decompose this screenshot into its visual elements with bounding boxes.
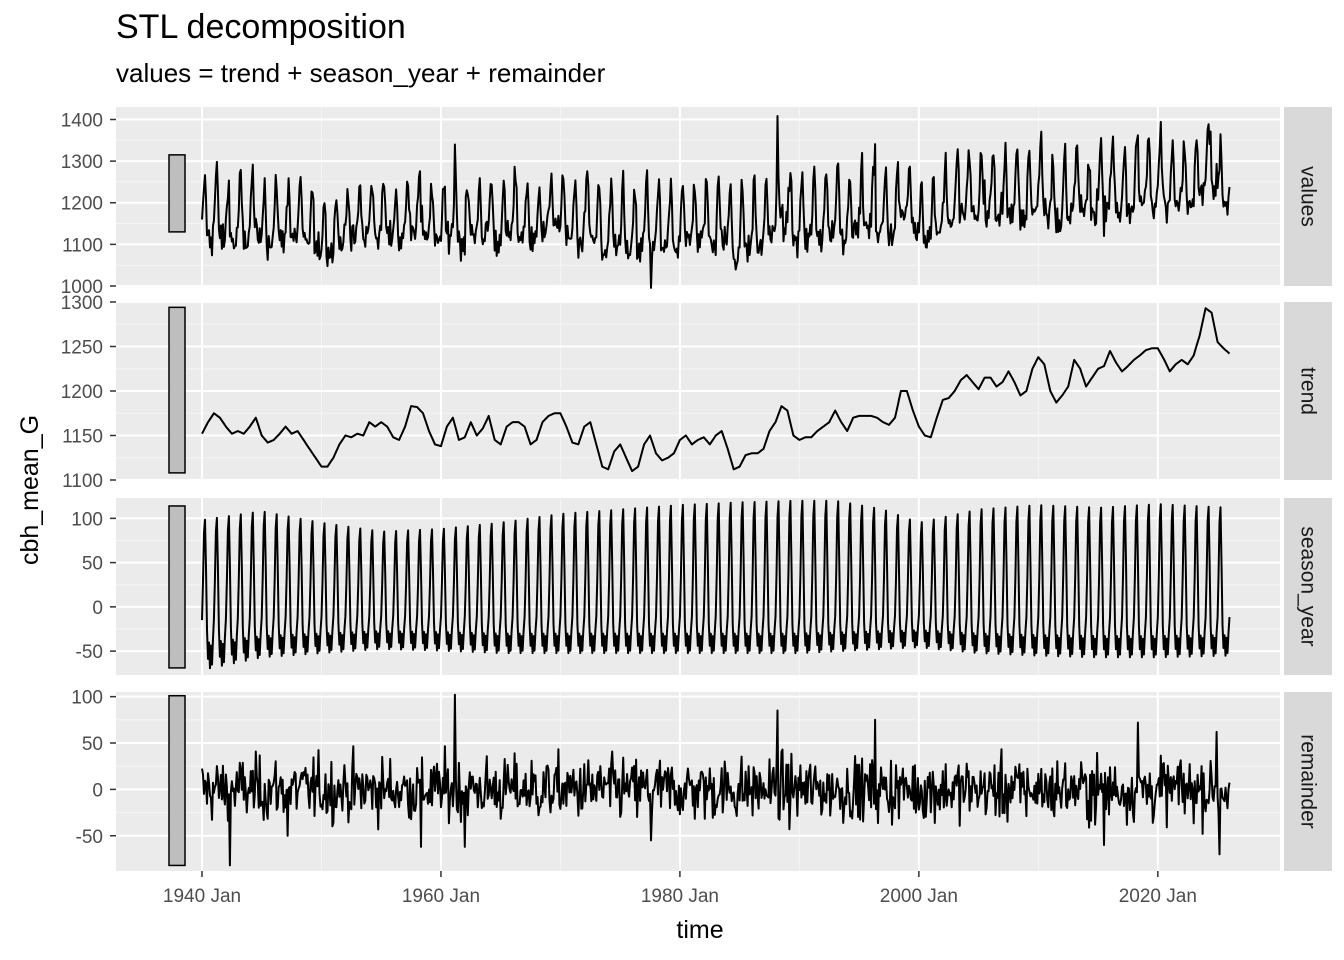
strip-label-trend: trend	[1297, 367, 1320, 415]
chart-subtitle: values = trend + season_year + remainder	[116, 58, 606, 88]
x-tick-label: 1940 Jan	[163, 886, 241, 907]
scale-bar-trend	[168, 306, 186, 474]
y-tick-label-remainder: -50	[76, 827, 103, 848]
y-tick-label-trend: 1100	[62, 471, 103, 492]
series-line-trend	[201, 307, 1231, 473]
y-tick-label-remainder: 100	[71, 688, 103, 709]
panel-background-values	[116, 107, 1280, 286]
y-tick-label-values: 1400	[61, 110, 103, 131]
chart-title: STL decomposition	[116, 8, 406, 46]
y-tick-label-trend: 1300	[61, 293, 103, 314]
scale-bar-season_year	[168, 505, 186, 669]
y-axis-title: cbh_mean_G	[16, 415, 44, 565]
strip-values	[1284, 107, 1332, 286]
strip-trend	[1284, 302, 1332, 480]
x-axis-title: time	[676, 916, 723, 944]
y-tick-label-season_year: 50	[82, 554, 103, 575]
x-tick-label: 1980 Jan	[641, 886, 719, 907]
x-tick-label: 2020 Jan	[1119, 886, 1197, 907]
scale-bar-remainder	[168, 694, 186, 867]
x-tick-label: 2000 Jan	[880, 886, 958, 907]
series-line-values	[201, 115, 1231, 289]
y-tick-label-season_year: 0	[92, 598, 103, 619]
strip-season_year	[1284, 498, 1332, 675]
y-tick-label-values: 1000	[61, 277, 103, 298]
y-tick-label-remainder: 50	[82, 734, 103, 755]
y-tick-label-values: 1100	[62, 235, 103, 256]
y-tick-label-values: 1200	[61, 194, 103, 215]
y-tick-label-values: 1300	[61, 152, 103, 173]
series-line-season_year	[201, 499, 1231, 670]
strip-label-remainder: remainder	[1297, 734, 1320, 829]
series-line-remainder	[201, 693, 1231, 867]
y-tick-label-season_year: -50	[76, 642, 103, 663]
scale-bar-values	[168, 154, 186, 233]
y-tick-label-trend: 1200	[61, 382, 103, 403]
y-tick-label-trend: 1150	[62, 427, 103, 448]
strip-label-season_year: season_year	[1297, 526, 1320, 646]
y-tick-label-trend: 1250	[61, 338, 103, 359]
strip-remainder	[1284, 692, 1332, 871]
strip-label-values: values	[1297, 166, 1320, 227]
y-tick-label-season_year: 100	[71, 509, 103, 530]
y-tick-label-remainder: 0	[92, 780, 103, 801]
x-tick-label: 1960 Jan	[402, 886, 480, 907]
